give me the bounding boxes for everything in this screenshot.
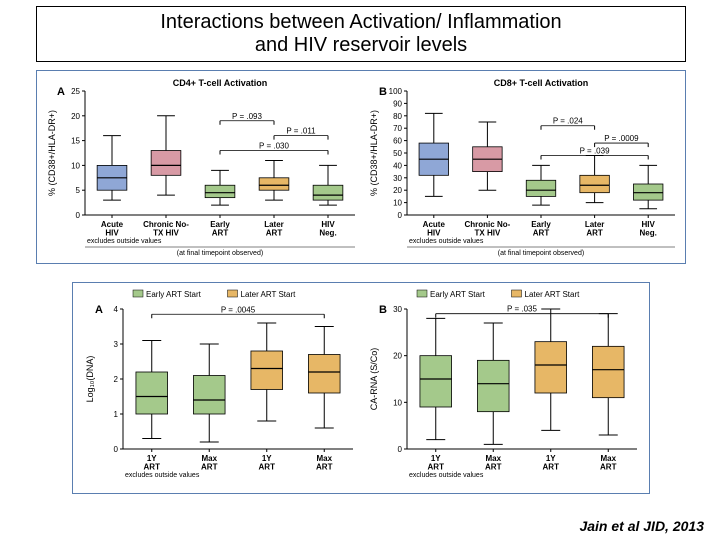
- svg-text:EarlyART: EarlyART: [210, 220, 230, 237]
- svg-text:MaxART: MaxART: [316, 454, 333, 471]
- svg-text:5: 5: [76, 186, 81, 195]
- svg-text:0: 0: [76, 211, 81, 220]
- svg-text:10: 10: [393, 199, 402, 208]
- svg-text:2: 2: [114, 375, 119, 384]
- svg-text:A: A: [95, 304, 103, 316]
- svg-text:50: 50: [393, 149, 402, 158]
- svg-text:(at final timepoint observed): (at final timepoint observed): [177, 250, 263, 257]
- svg-text:1: 1: [114, 410, 119, 419]
- svg-text:MaxART: MaxART: [485, 454, 502, 471]
- svg-text:AcuteHIV: AcuteHIV: [101, 220, 124, 237]
- svg-text:20: 20: [393, 352, 402, 361]
- svg-text:70: 70: [393, 124, 402, 133]
- svg-text:EarlyART: EarlyART: [531, 220, 551, 237]
- svg-text:P = .030: P = .030: [259, 142, 289, 151]
- svg-text:% (CD38+/HLA-DR+): % (CD38+/HLA-DR+): [369, 110, 379, 196]
- svg-text:Later ART Start: Later ART Start: [525, 290, 581, 299]
- title-frame: Interactions between Activation/ Inflamm…: [36, 6, 686, 62]
- svg-text:HIVNeg.: HIVNeg.: [319, 220, 336, 237]
- svg-text:20: 20: [393, 186, 402, 195]
- svg-text:30: 30: [393, 305, 402, 314]
- svg-text:B: B: [379, 304, 387, 316]
- svg-text:CA-RNA (S/Co): CA-RNA (S/Co): [369, 348, 379, 411]
- svg-text:P = .024: P = .024: [553, 117, 583, 126]
- svg-text:30: 30: [393, 174, 402, 183]
- svg-text:10: 10: [71, 161, 80, 170]
- svg-text:15: 15: [71, 137, 80, 146]
- svg-text:Early ART Start: Early ART Start: [146, 290, 202, 299]
- panel-activation: A CD4+ T-cell Activation 0 5 10 15 20 25 % (CD38…: [36, 70, 686, 264]
- svg-text:20: 20: [71, 112, 80, 121]
- svg-text:1YART: 1YART: [428, 454, 445, 471]
- svg-text:40: 40: [393, 161, 402, 170]
- svg-text:B: B: [379, 86, 387, 98]
- svg-text:% (CD38+/HLA-DR+): % (CD38+/HLA-DR+): [47, 110, 57, 196]
- svg-text:(at final timepoint observed): (at final timepoint observed): [498, 250, 584, 257]
- svg-text:Later ART Start: Later ART Start: [241, 290, 297, 299]
- chart-log-dna: A 0 1 2 3 4 Log₁₀(DNA) 1YART MaxART 1YART MaxART P …: [79, 287, 359, 489]
- svg-text:1YART: 1YART: [259, 454, 276, 471]
- svg-text:LaterART: LaterART: [585, 220, 605, 237]
- svg-text:P = .011: P = .011: [286, 127, 316, 136]
- svg-text:1YART: 1YART: [144, 454, 161, 471]
- svg-text:Chronic No-TX HIV: Chronic No-TX HIV: [465, 220, 511, 237]
- svg-text:25: 25: [71, 87, 80, 96]
- svg-text:P = .0045: P = .0045: [221, 305, 256, 314]
- svg-text:0: 0: [114, 445, 119, 454]
- svg-text:4: 4: [114, 305, 119, 314]
- panel-reservoir: A 0 1 2 3 4 Log₁₀(DNA) 1YART MaxART 1YART MaxART P …: [72, 282, 650, 494]
- svg-text:80: 80: [393, 112, 402, 121]
- svg-text:90: 90: [393, 99, 402, 108]
- svg-text:1YART: 1YART: [543, 454, 560, 471]
- svg-text:excludes outside values: excludes outside values: [409, 238, 484, 245]
- page-title: Interactions between Activation/ Inflamm…: [37, 7, 685, 61]
- svg-text:P = .035: P = .035: [507, 305, 537, 314]
- svg-text:60: 60: [393, 137, 402, 146]
- svg-text:Chronic No-TX HIV: Chronic No-TX HIV: [143, 220, 189, 237]
- svg-text:MaxART: MaxART: [201, 454, 218, 471]
- svg-text:Early ART Start: Early ART Start: [430, 290, 486, 299]
- svg-text:CD4+ T-cell Activation: CD4+ T-cell Activation: [173, 78, 267, 88]
- svg-text:3: 3: [114, 340, 119, 349]
- svg-text:CD8+ T-cell Activation: CD8+ T-cell Activation: [494, 78, 588, 88]
- svg-text:LaterART: LaterART: [264, 220, 284, 237]
- svg-text:AcuteHIV: AcuteHIV: [423, 220, 446, 237]
- chart-ca-rna: B 0 10 20 30 CA-RNA (S/Co) 1YART MaxART 1YART Max…: [363, 287, 643, 489]
- chart-cd8-activation: B CD8+ T-cell Activation 0 10 20 30 40 50 60 70 80…: [365, 75, 681, 259]
- svg-text:100: 100: [389, 87, 403, 96]
- svg-text:excludes outside values: excludes outside values: [125, 472, 200, 479]
- svg-text:0: 0: [398, 211, 403, 220]
- svg-text:excludes outside values: excludes outside values: [87, 238, 162, 245]
- svg-text:HIVNeg.: HIVNeg.: [640, 220, 657, 237]
- svg-text:MaxART: MaxART: [600, 454, 617, 471]
- svg-text:A: A: [57, 86, 65, 98]
- svg-text:excludes outside values: excludes outside values: [409, 472, 484, 479]
- svg-text:10: 10: [393, 398, 402, 407]
- svg-text:P = .039: P = .039: [580, 146, 610, 155]
- svg-text:Log₁₀(DNA): Log₁₀(DNA): [85, 356, 95, 403]
- chart-cd4-activation: A CD4+ T-cell Activation 0 5 10 15 20 25 % (CD38…: [43, 75, 361, 259]
- svg-text:P = .0009: P = .0009: [604, 134, 639, 143]
- citation: Jain et al JID, 2013: [579, 518, 704, 534]
- svg-text:0: 0: [398, 445, 403, 454]
- svg-text:P = .093: P = .093: [232, 112, 262, 121]
